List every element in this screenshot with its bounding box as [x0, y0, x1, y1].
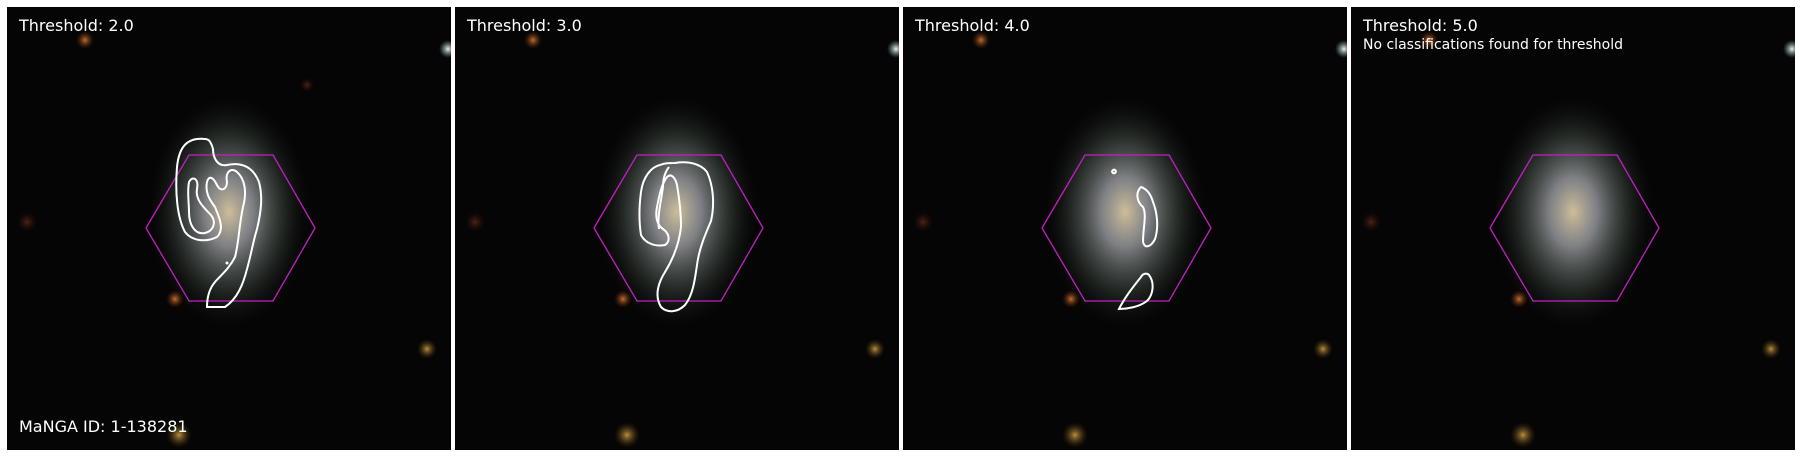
panel-threshold-2: Threshold: 2.0 MaNGA ID: 1-138281 [7, 7, 451, 450]
contour-line [1111, 168, 1117, 175]
star [524, 31, 542, 49]
star [1420, 31, 1438, 49]
manga-id-label: MaNGA ID: 1-138281 [19, 417, 188, 436]
ifu-hexagon [145, 154, 316, 302]
star [887, 40, 899, 58]
threshold-label: Threshold: 4.0 [915, 16, 1030, 35]
galaxy-image [17, 31, 451, 448]
galaxy-image [913, 31, 1347, 448]
star [166, 422, 192, 448]
contour-line [175, 137, 263, 308]
threshold-label: Threshold: 5.0 [1363, 16, 1478, 35]
contour-line [638, 161, 715, 313]
star [614, 422, 640, 448]
star [417, 339, 437, 359]
star [439, 40, 451, 58]
star [1313, 339, 1333, 359]
star [913, 212, 933, 232]
panel-threshold-5: Threshold: 5.0 No classifications found … [1351, 7, 1795, 450]
contour-line [657, 166, 670, 230]
star [1062, 422, 1088, 448]
no-classification-note: No classifications found for threshold [1363, 37, 1623, 53]
galaxy-image [1361, 31, 1795, 448]
panel-threshold-3: Threshold: 3.0 [455, 7, 899, 450]
star [166, 290, 184, 308]
contour-line [1136, 185, 1159, 248]
star [1510, 290, 1528, 308]
ifu-hexagon [1041, 154, 1212, 302]
star [1761, 339, 1781, 359]
star [1361, 212, 1381, 232]
contour-line [1117, 272, 1154, 311]
threshold-label: Threshold: 2.0 [19, 16, 134, 35]
star [1335, 40, 1347, 58]
star [465, 212, 485, 232]
threshold-label: Threshold: 3.0 [467, 16, 582, 35]
contour-dot [225, 261, 229, 265]
star [17, 212, 37, 232]
star [972, 31, 990, 49]
star [614, 290, 632, 308]
star [76, 31, 94, 49]
ifu-hexagon [1489, 154, 1660, 302]
galaxy-image [465, 31, 899, 448]
star [300, 78, 314, 92]
star [1783, 40, 1795, 58]
ifu-hexagon [593, 154, 764, 302]
panel-threshold-4: Threshold: 4.0 [903, 7, 1347, 450]
contour-line [187, 177, 215, 235]
star [865, 339, 885, 359]
star [1510, 422, 1536, 448]
star [1062, 290, 1080, 308]
